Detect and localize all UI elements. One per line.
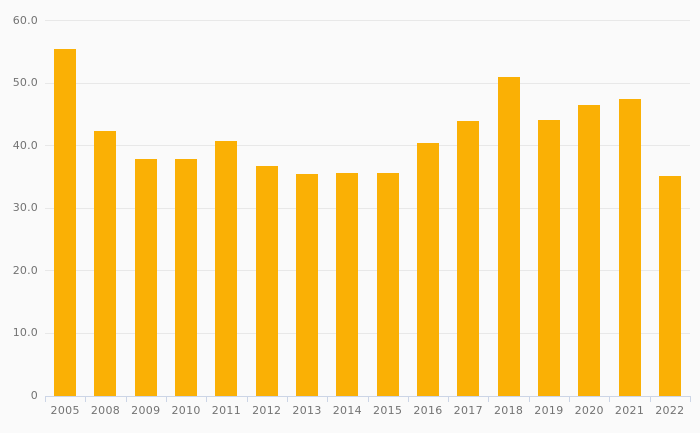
y-tick-label: 40.0 bbox=[12, 138, 38, 152]
gridline-40.0 bbox=[45, 145, 690, 147]
x-axis-tick bbox=[488, 396, 490, 402]
x-axis-tick bbox=[407, 396, 409, 402]
bar-2018[interactable] bbox=[497, 77, 520, 396]
bar-2008[interactable] bbox=[94, 131, 117, 396]
gridline-20.0 bbox=[45, 270, 690, 272]
bar-2011[interactable] bbox=[215, 140, 238, 396]
bar-2012[interactable] bbox=[255, 166, 278, 396]
x-axis-tick bbox=[649, 396, 651, 402]
x-tick-label-2020: 2020 bbox=[574, 404, 604, 417]
x-axis-tick bbox=[528, 396, 530, 402]
gridline-30.0 bbox=[45, 207, 690, 209]
x-axis-tick bbox=[125, 396, 127, 402]
x-tick-label-2022: 2022 bbox=[655, 404, 685, 417]
bar-2021[interactable] bbox=[618, 98, 641, 396]
x-tick-label-2016: 2016 bbox=[413, 404, 443, 417]
y-tick-label: 10.0 bbox=[12, 326, 38, 340]
x-axis-tick bbox=[206, 396, 208, 402]
x-tick-label-2012: 2012 bbox=[252, 404, 282, 417]
x-axis-tick bbox=[609, 396, 611, 402]
x-tick-label-2013: 2013 bbox=[292, 404, 322, 417]
y-tick-label: 60.0 bbox=[12, 13, 38, 27]
x-tick-label-2009: 2009 bbox=[131, 404, 161, 417]
x-axis-tick bbox=[45, 396, 46, 402]
bar-2017[interactable] bbox=[457, 120, 480, 396]
gridline-50.0 bbox=[45, 82, 690, 84]
bar-2009[interactable] bbox=[134, 158, 157, 396]
y-tick-label: 50.0 bbox=[12, 76, 38, 90]
y-tick-label: 30.0 bbox=[12, 201, 38, 215]
bar-2013[interactable] bbox=[296, 173, 319, 396]
x-axis-tick bbox=[286, 396, 288, 402]
x-tick-label-2010: 2010 bbox=[171, 404, 201, 417]
x-axis-tick bbox=[569, 396, 571, 402]
x-tick-label-2021: 2021 bbox=[614, 404, 645, 417]
bar-2016[interactable] bbox=[416, 143, 439, 396]
bar-2010[interactable] bbox=[175, 159, 198, 396]
x-tick-label-2008: 2008 bbox=[90, 404, 121, 417]
x-axis-tick bbox=[85, 396, 87, 402]
x-axis-tick bbox=[246, 396, 248, 402]
x-tick-label-2011: 2011 bbox=[211, 404, 241, 417]
gridline-10.0 bbox=[45, 332, 690, 334]
bar-2005[interactable] bbox=[54, 48, 77, 396]
x-tick-label-2015: 2015 bbox=[373, 404, 403, 417]
y-tick-label: 0 bbox=[30, 389, 38, 402]
x-tick-label-2019: 2019 bbox=[534, 404, 564, 417]
bar-2022[interactable] bbox=[658, 175, 681, 396]
x-axis-tick bbox=[448, 396, 450, 402]
x-axis-tick bbox=[367, 396, 369, 402]
x-axis-tick bbox=[327, 396, 329, 402]
x-tick-label-2005: 2005 bbox=[50, 404, 80, 417]
x-axis-tick bbox=[690, 396, 691, 402]
y-tick-label: 20.0 bbox=[12, 263, 38, 277]
x-tick-label-2017: 2017 bbox=[453, 404, 483, 417]
x-tick-label-2014: 2014 bbox=[332, 404, 362, 417]
bar-2015[interactable] bbox=[376, 173, 399, 396]
bar-2019[interactable] bbox=[537, 120, 560, 396]
bar-2014[interactable] bbox=[336, 172, 359, 396]
bar-2020[interactable] bbox=[578, 104, 601, 396]
gridline-60.0 bbox=[45, 20, 690, 21]
x-axis-tick bbox=[165, 396, 167, 402]
x-tick-label-2018: 2018 bbox=[493, 404, 524, 417]
